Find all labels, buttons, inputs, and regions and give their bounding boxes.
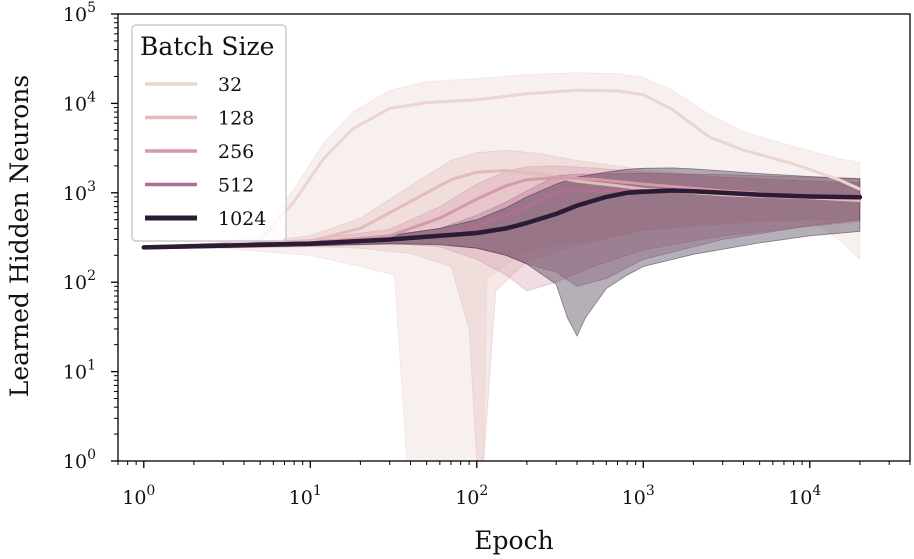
y-tick-label: 103	[63, 179, 96, 205]
y-axis-title: Learned Hidden Neurons	[5, 75, 34, 397]
y-tick-label: 100	[63, 447, 96, 473]
x-tick-label: 100	[122, 483, 155, 509]
legend-label-32: 32	[218, 74, 242, 96]
legend-items: 32 128 256 512 1024	[145, 74, 266, 230]
y-axis: 100 101 102 103 104 105	[63, 0, 118, 473]
x-tick-label: 104	[788, 483, 821, 509]
line-batch-1024	[141, 188, 863, 250]
legend-title: Batch Size	[140, 32, 274, 61]
legend-label-128: 128	[218, 108, 254, 130]
line-batch-32	[142, 88, 862, 249]
legend-label-256: 256	[218, 141, 254, 163]
legend-label-512: 512	[218, 175, 254, 197]
band-batch-128	[143, 149, 861, 462]
series-lines	[141, 88, 863, 250]
band-batch-1024	[143, 167, 861, 337]
legend-box	[131, 24, 287, 242]
legend-label-1024: 1024	[218, 208, 266, 230]
x-tick-label: 103	[622, 483, 655, 509]
x-tick-label: 102	[455, 483, 488, 509]
x-tick-label: 101	[289, 483, 322, 509]
legend: Batch Size 32 128 256 512 1024	[131, 24, 287, 242]
x-axis: 100 101 102 103 104	[117, 461, 911, 509]
y-tick-label: 105	[63, 0, 96, 26]
y-tick-label: 101	[63, 358, 96, 384]
y-tick-label: 104	[63, 89, 96, 115]
x-axis-title: Epoch	[474, 526, 553, 555]
plot-frame	[117, 13, 911, 462]
y-tick-label: 102	[63, 268, 96, 294]
